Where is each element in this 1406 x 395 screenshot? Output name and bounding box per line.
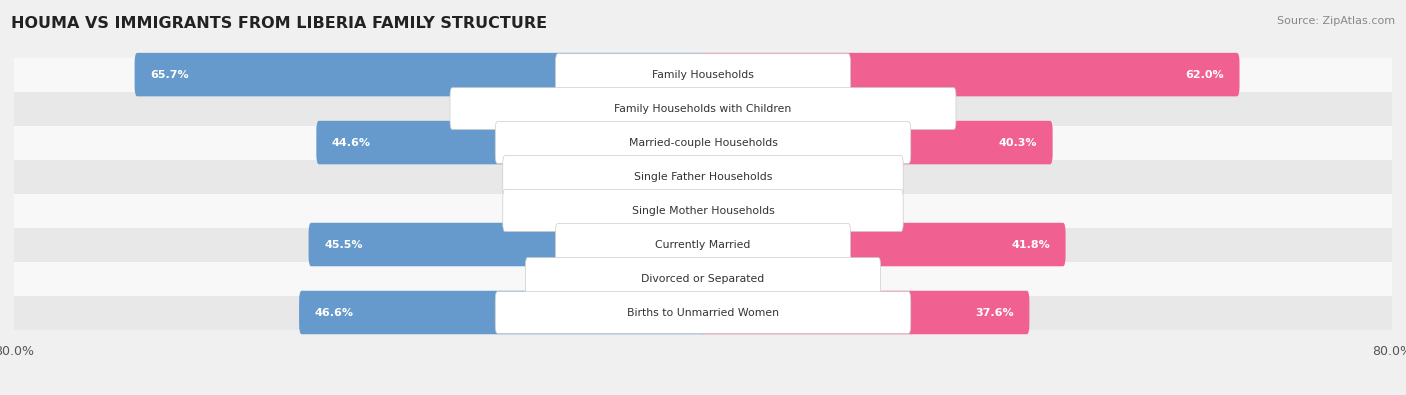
- Bar: [14, 92, 1392, 126]
- Bar: [14, 295, 1392, 329]
- Text: 28.2%: 28.2%: [894, 103, 934, 114]
- FancyBboxPatch shape: [700, 87, 949, 130]
- FancyBboxPatch shape: [450, 88, 956, 130]
- Text: 65.7%: 65.7%: [150, 70, 188, 79]
- FancyBboxPatch shape: [503, 156, 903, 198]
- Text: 2.5%: 2.5%: [731, 171, 759, 182]
- Text: Source: ZipAtlas.com: Source: ZipAtlas.com: [1277, 16, 1395, 26]
- Text: 40.3%: 40.3%: [998, 137, 1038, 148]
- Bar: [14, 126, 1392, 160]
- FancyBboxPatch shape: [495, 292, 911, 333]
- FancyBboxPatch shape: [316, 121, 706, 164]
- FancyBboxPatch shape: [555, 224, 851, 265]
- FancyBboxPatch shape: [633, 189, 706, 232]
- Text: 13.6%: 13.6%: [544, 273, 579, 284]
- FancyBboxPatch shape: [700, 257, 814, 300]
- Bar: [14, 261, 1392, 295]
- Text: 28.5%: 28.5%: [471, 103, 509, 114]
- FancyBboxPatch shape: [700, 189, 780, 232]
- FancyBboxPatch shape: [555, 54, 851, 96]
- Bar: [14, 160, 1392, 194]
- Bar: [14, 228, 1392, 261]
- Text: Married-couple Households: Married-couple Households: [628, 137, 778, 148]
- Text: Births to Unmarried Women: Births to Unmarried Women: [627, 308, 779, 318]
- Text: 45.5%: 45.5%: [323, 239, 363, 250]
- Text: Family Households with Children: Family Households with Children: [614, 103, 792, 114]
- FancyBboxPatch shape: [700, 53, 1240, 96]
- Text: Divorced or Separated: Divorced or Separated: [641, 273, 765, 284]
- FancyBboxPatch shape: [135, 53, 706, 96]
- Text: 2.9%: 2.9%: [643, 171, 671, 182]
- Text: Single Father Households: Single Father Households: [634, 171, 772, 182]
- FancyBboxPatch shape: [299, 291, 706, 334]
- Text: 37.6%: 37.6%: [976, 308, 1014, 318]
- Text: 12.6%: 12.6%: [818, 273, 853, 284]
- Text: 62.0%: 62.0%: [1185, 70, 1225, 79]
- Bar: [14, 194, 1392, 228]
- FancyBboxPatch shape: [503, 190, 903, 231]
- FancyBboxPatch shape: [456, 87, 706, 130]
- FancyBboxPatch shape: [700, 155, 727, 198]
- FancyBboxPatch shape: [700, 223, 1066, 266]
- FancyBboxPatch shape: [700, 291, 1029, 334]
- Bar: [14, 58, 1392, 92]
- Text: 41.8%: 41.8%: [1011, 239, 1050, 250]
- FancyBboxPatch shape: [583, 257, 706, 300]
- Text: Single Mother Households: Single Mother Households: [631, 205, 775, 216]
- Text: Currently Married: Currently Married: [655, 239, 751, 250]
- Text: 7.9%: 7.9%: [599, 205, 628, 216]
- Text: 46.6%: 46.6%: [315, 308, 354, 318]
- FancyBboxPatch shape: [675, 155, 706, 198]
- Text: 44.6%: 44.6%: [332, 137, 371, 148]
- FancyBboxPatch shape: [526, 258, 880, 299]
- FancyBboxPatch shape: [495, 122, 911, 164]
- Legend: Houma, Immigrants from Liberia: Houma, Immigrants from Liberia: [565, 392, 841, 395]
- FancyBboxPatch shape: [700, 121, 1053, 164]
- Text: Family Households: Family Households: [652, 70, 754, 79]
- FancyBboxPatch shape: [308, 223, 706, 266]
- Text: 8.7%: 8.7%: [785, 205, 813, 216]
- Text: HOUMA VS IMMIGRANTS FROM LIBERIA FAMILY STRUCTURE: HOUMA VS IMMIGRANTS FROM LIBERIA FAMILY …: [11, 16, 547, 31]
